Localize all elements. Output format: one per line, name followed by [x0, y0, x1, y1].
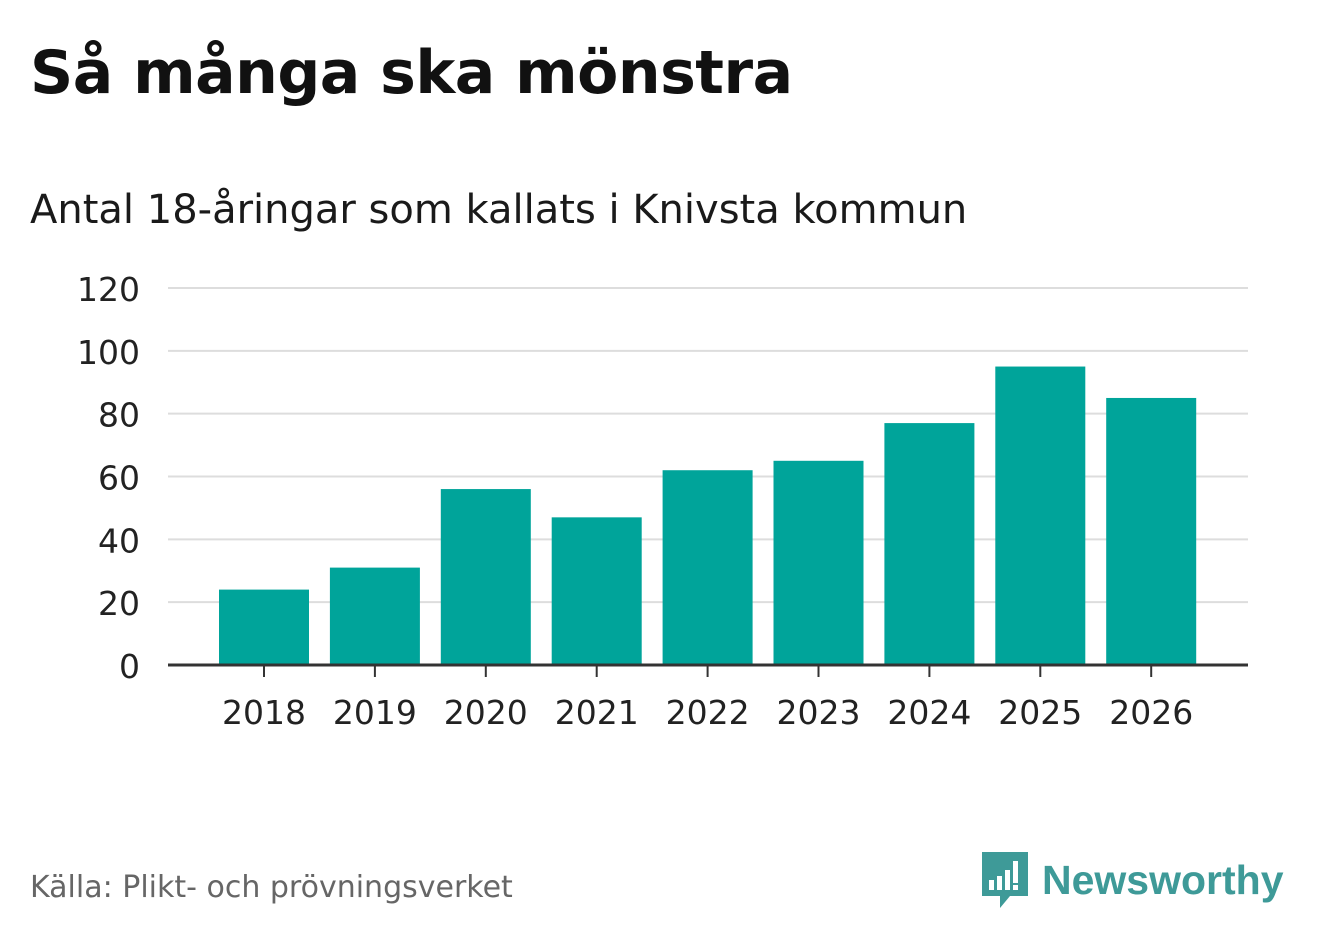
- x-tick-label: 2025: [998, 693, 1082, 732]
- brand-logo: Newsworthy: [980, 850, 1284, 910]
- y-tick-label: 40: [98, 521, 140, 560]
- bar-2023: [773, 460, 864, 665]
- bar-2025: [995, 366, 1086, 665]
- bar-2021: [551, 517, 642, 665]
- chart-title: Så många ska mönstra: [30, 38, 793, 108]
- bar-2019: [329, 567, 420, 665]
- y-tick-label: 0: [119, 647, 140, 686]
- x-tick-label: 2026: [1109, 693, 1193, 732]
- bar-2020: [440, 489, 531, 665]
- bar-2024: [884, 423, 975, 665]
- y-tick-label: 80: [98, 396, 140, 435]
- x-tick-label: 2022: [666, 693, 750, 732]
- x-tick-label: 2021: [555, 693, 639, 732]
- bar-2026: [1106, 397, 1197, 665]
- x-tick-label: 2018: [222, 693, 306, 732]
- y-tick-label: 120: [77, 270, 140, 309]
- bar-2018: [219, 589, 309, 665]
- bar-2022: [662, 470, 753, 665]
- x-tick-label: 2019: [333, 693, 417, 732]
- x-tick-label: 2023: [777, 693, 861, 732]
- y-tick-label: 100: [77, 333, 140, 372]
- brand-name: Newsworthy: [1042, 856, 1284, 903]
- x-tick-label: 2020: [444, 693, 528, 732]
- y-tick-label: 60: [98, 459, 140, 498]
- chart-subtitle: Antal 18-åringar som kallats i Knivsta k…: [30, 187, 968, 233]
- y-tick-label: 20: [98, 584, 140, 623]
- newsworthy-logo-icon: [982, 852, 1028, 908]
- x-tick-label: 2024: [887, 693, 971, 732]
- source-note: Källa: Plikt- och prövningsverket: [30, 870, 513, 905]
